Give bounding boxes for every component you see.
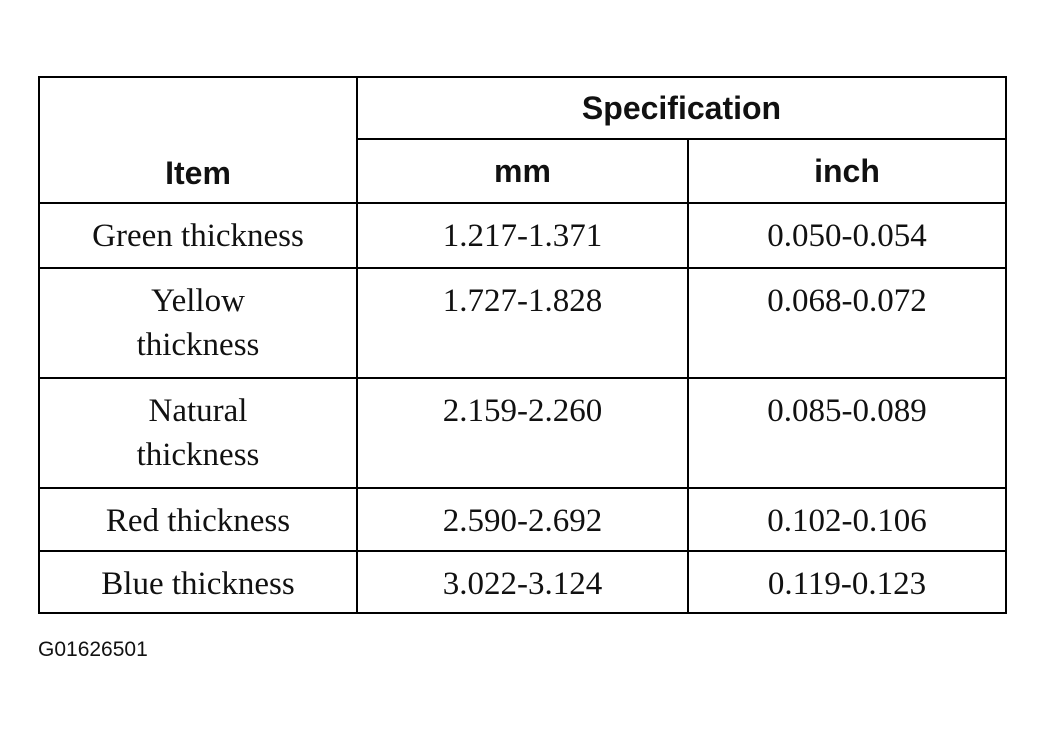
cell: 2.159-2.260 <box>356 377 689 489</box>
cell: Natural thickness <box>38 377 358 489</box>
cell: 0.050-0.054 <box>687 202 1007 269</box>
cell: 1.217-1.371 <box>356 202 689 269</box>
cell: 2.590-2.692 <box>356 487 689 552</box>
header-inch: inch <box>687 138 1007 204</box>
header-specification: Specification <box>356 76 1007 140</box>
cell-text: Natural thickness <box>136 393 260 473</box>
cell: Blue thickness <box>38 550 358 614</box>
spec-table: Item Specification mm inch Green thickne… <box>38 76 1007 614</box>
cell: 0.085-0.089 <box>687 377 1007 489</box>
header-item: Item <box>38 76 358 204</box>
header-mm: mm <box>356 138 689 204</box>
cell-text: Yellow thickness <box>136 283 260 363</box>
figure-id: G01626501 <box>38 638 148 661</box>
cell: 0.119-0.123 <box>687 550 1007 614</box>
cell: Yellow thickness <box>38 267 358 379</box>
cell: 3.022-3.124 <box>356 550 689 614</box>
cell: Green thickness <box>38 202 358 269</box>
cell: 1.727-1.828 <box>356 267 689 379</box>
cell: Red thickness <box>38 487 358 552</box>
cell: 0.068-0.072 <box>687 267 1007 379</box>
cell: 0.102-0.106 <box>687 487 1007 552</box>
